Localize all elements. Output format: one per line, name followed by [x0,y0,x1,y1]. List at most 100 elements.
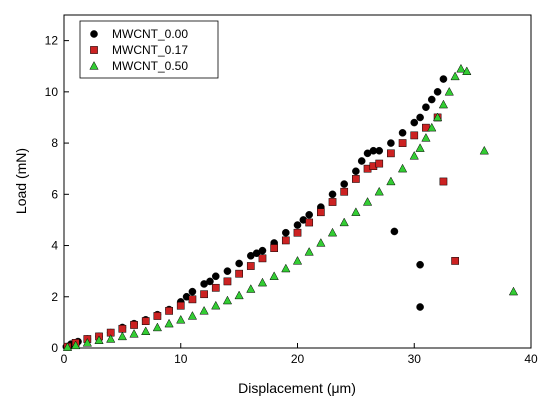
data-point [117,331,127,341]
data-point [327,227,338,237]
data-point [118,324,127,333]
data-point [164,318,174,328]
data-point [281,236,290,245]
data-point [257,277,268,287]
data-point [328,190,337,199]
y-tick-label: 8 [51,136,58,150]
x-axis-label: Displacement (μm) [238,380,356,396]
legend-marker [89,61,99,70]
data-point [352,175,360,183]
data-point [416,303,424,311]
data-point [422,103,430,112]
data-point [415,143,425,152]
data-point [387,149,395,158]
data-point [479,145,489,155]
data-point [258,254,267,263]
x-tick-label: 0 [61,352,68,366]
y-axis-label: Load (mN) [13,148,29,214]
data-point [71,340,81,350]
data-point [374,186,384,196]
data-point [176,314,186,324]
data-point [200,290,208,299]
data-point [462,66,472,76]
data-point [94,335,104,344]
legend: MWCNT_0.00 MWCNT_0.17 MWCNT_0.50 [79,20,219,79]
data-point [451,257,459,265]
data-point [444,86,454,96]
legend-label: MWCNT_0.00 [112,27,188,41]
data-point [432,112,443,122]
legend-label: MWCNT_0.17 [112,43,188,57]
data-point [234,290,244,300]
data-point [427,122,437,132]
data-point [398,139,407,147]
data-point [410,131,419,140]
data-point [293,221,302,229]
data-point [508,286,519,296]
data-point [235,259,243,268]
y-tick-label: 6 [51,187,58,201]
data-point [211,283,220,292]
data-point [176,301,185,310]
data-marks [62,63,519,351]
data-point [340,187,349,196]
legend-marker [90,30,98,38]
data-point [375,146,384,155]
data-point [352,167,360,176]
data-point [375,159,384,168]
data-point [421,133,431,142]
data-point [328,198,337,206]
data-point [211,300,221,310]
data-point [188,295,197,304]
data-point [82,337,92,347]
data-point [340,180,349,188]
data-point [439,177,448,186]
data-point [410,118,419,127]
y-tick-label: 0 [51,341,58,355]
data-point [129,328,139,338]
data-point [223,267,232,275]
data-point [281,263,291,273]
data-point [416,260,424,269]
data-point [293,228,302,237]
data-point [62,342,73,351]
y-tick-label: 4 [51,239,58,253]
data-point [106,334,116,343]
data-point [206,277,214,286]
data-point [439,75,448,83]
data-point [397,163,408,173]
data-point [386,176,396,186]
data-point [130,321,138,329]
data-point [438,99,449,109]
data-point [222,295,233,305]
data-point [362,197,373,206]
data-point [188,287,197,296]
data-point [141,317,150,325]
data-point [153,312,162,320]
data-point [398,129,407,137]
data-point [165,307,173,315]
y-tick-label: 10 [45,85,59,99]
series-MWCNT_0.50 [62,63,519,351]
data-point [223,277,232,286]
data-point [357,157,366,165]
data-point [351,207,361,216]
y-tick-label: 12 [45,34,59,48]
data-point [305,218,314,227]
series-MWCNT_0.17 [63,113,459,351]
x-tick-label: 40 [524,352,538,366]
data-point [304,247,314,256]
data-point [246,262,255,270]
data-point [450,71,460,81]
y-tick-label: 2 [51,290,58,304]
data-point [141,326,151,335]
data-point [292,255,303,265]
data-point [317,208,325,217]
data-point [258,246,267,255]
data-point [409,150,419,160]
legend-label: MWCNT_0.50 [112,59,188,73]
data-point [152,322,163,332]
data-point [433,88,442,96]
data-point [339,217,349,227]
